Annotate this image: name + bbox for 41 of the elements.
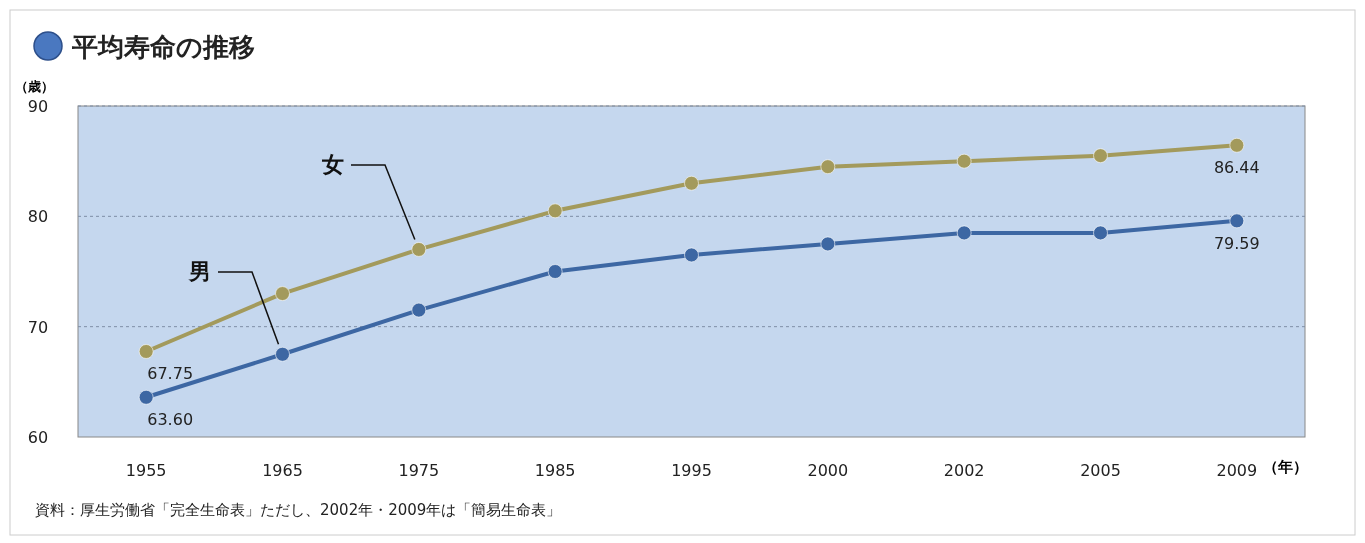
point bbox=[1093, 148, 1108, 164]
x-axis-title: （年） bbox=[1262, 458, 1308, 476]
point bbox=[956, 225, 972, 241]
point bbox=[547, 264, 563, 279]
text: 資料：厚生労働省「完全生命表」ただし、2002年・2009年は「簡易生命表」 bbox=[35, 501, 562, 519]
point bbox=[684, 175, 699, 191]
y-tick-label: 80 bbox=[27, 207, 49, 227]
y-tick-label: 70 bbox=[27, 317, 49, 337]
x-tick-label: 2000 bbox=[807, 461, 849, 480]
point bbox=[684, 247, 699, 263]
x-tick-label: 1995 bbox=[671, 461, 712, 480]
y-tick-label: 90 bbox=[27, 97, 49, 116]
x-tick-label: 1965 bbox=[262, 461, 303, 480]
point bbox=[411, 302, 427, 318]
data-label: 63.60 bbox=[147, 410, 194, 430]
data-label: 67.75 bbox=[147, 364, 194, 384]
point bbox=[138, 389, 154, 405]
x-tick-label: 2002 bbox=[943, 461, 985, 480]
point bbox=[956, 153, 972, 169]
point bbox=[1229, 137, 1245, 153]
text: 男 bbox=[188, 259, 211, 284]
point bbox=[275, 286, 290, 302]
x-tick-label: 2005 bbox=[1080, 461, 1121, 480]
chart-title: 平均寿命の推移 bbox=[71, 32, 255, 62]
point bbox=[820, 236, 836, 252]
point bbox=[820, 159, 836, 175]
data-label: 79.59 bbox=[1213, 233, 1260, 253]
x-tick-label: 2009 bbox=[1216, 461, 1258, 480]
point bbox=[547, 203, 563, 219]
point bbox=[138, 343, 154, 359]
data-label: 86.44 bbox=[1213, 158, 1260, 178]
x-tick-label: 1955 bbox=[125, 461, 167, 480]
point bbox=[411, 241, 427, 257]
text: 女 bbox=[321, 152, 344, 177]
x-tick-label: 1975 bbox=[398, 461, 440, 480]
point bbox=[275, 346, 290, 362]
y-axis-title: （歳） bbox=[14, 79, 54, 94]
point bbox=[1229, 213, 1245, 229]
point bbox=[1093, 225, 1108, 241]
x-tick-label: 1985 bbox=[534, 461, 576, 480]
y-tick-label: 60 bbox=[27, 428, 49, 447]
